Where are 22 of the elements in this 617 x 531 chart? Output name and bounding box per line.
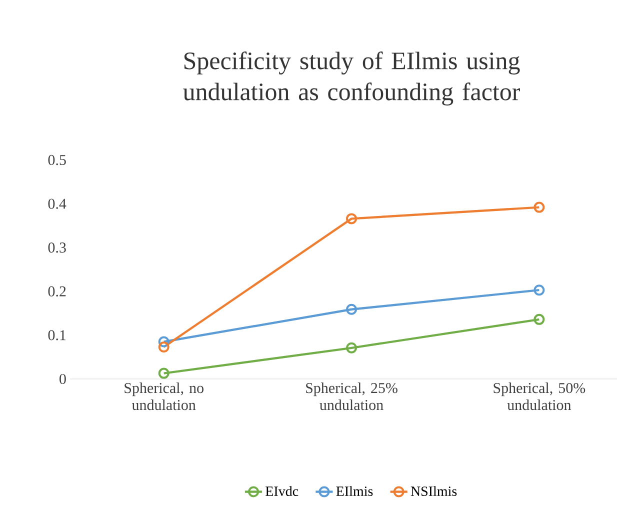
legend-label: EIlmis — [336, 486, 373, 496]
y-tick-label: 0 — [60, 374, 66, 384]
point — [158, 368, 170, 379]
chart-title: Specificity study of EIlmis using undulation as confounding factor — [183, 51, 520, 106]
x-tick-label: Spherical, 25% undulation — [306, 382, 398, 410]
legend-label: NSIlmis — [410, 486, 457, 496]
point — [158, 342, 170, 353]
y-tick-label: 0.1 — [48, 330, 66, 340]
legend-label: EIvdc — [266, 486, 298, 496]
point — [346, 304, 358, 315]
point — [534, 314, 545, 325]
y-tick-label: 0.2 — [48, 286, 66, 297]
point — [346, 213, 358, 224]
y-tick-label: 0.5 — [48, 154, 66, 166]
x-tick-label: Spherical, 50% undulation — [494, 382, 586, 410]
y-tick-label: 0.4 — [48, 198, 66, 209]
point — [346, 342, 358, 354]
point — [534, 284, 545, 296]
y-tick-label: 0.3 — [48, 242, 66, 253]
point — [534, 202, 545, 213]
point — [158, 336, 170, 348]
x-tick-label: Spherical, no undulation — [124, 382, 204, 410]
